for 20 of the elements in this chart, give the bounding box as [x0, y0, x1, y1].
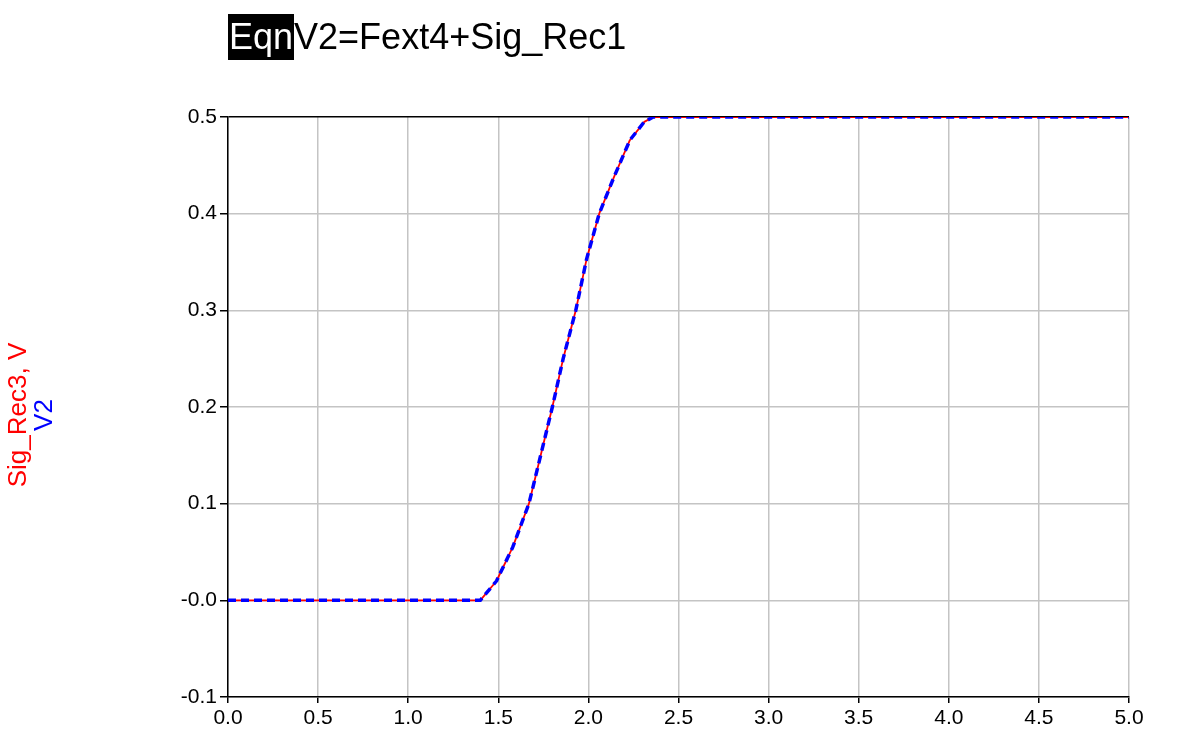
x-tick-label: 0.5 — [303, 705, 333, 729]
x-tick-label: 4.5 — [1024, 705, 1054, 729]
y-tick-label: 0.1 — [187, 490, 217, 514]
x-tick-label: 4.0 — [934, 705, 964, 729]
x-tick-label: 1.5 — [483, 705, 513, 729]
x-tick-label: 3.0 — [754, 705, 784, 729]
x-tick-label: 5.0 — [1114, 705, 1144, 729]
chart-title: V2=Fext4+Sig_Rec1 — [294, 16, 627, 57]
y-tick-label: 0.3 — [187, 297, 217, 321]
text: Eqn — [228, 14, 295, 60]
y-tick-label: 0.5 — [187, 103, 217, 127]
x-tick-label: 1.0 — [393, 705, 423, 729]
x-tick-label: 2.5 — [663, 705, 694, 729]
y-tick-label: -0.1 — [180, 683, 217, 707]
x-tick-label: 2.0 — [573, 705, 603, 729]
y-tick-label: -0.0 — [180, 587, 217, 611]
x-tick-label: 0.0 — [213, 705, 243, 729]
x-tick-label: 3.5 — [844, 705, 874, 729]
y-tick-label: 0.2 — [187, 393, 217, 417]
y-tick-label: 0.4 — [187, 200, 218, 224]
